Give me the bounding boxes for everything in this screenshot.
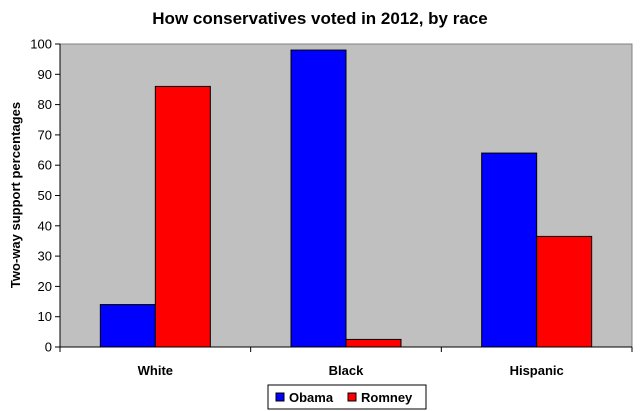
legend-swatch-obama [275,392,285,402]
y-axis: 0 10 20 30 40 50 60 70 80 90 100 [30,37,60,355]
y-tick-label: 70 [38,127,52,142]
y-tick-label: 60 [38,158,52,173]
y-tick-label: 20 [38,279,52,294]
x-category-label: White [138,363,173,378]
bar-obama-hispanic [481,152,538,348]
x-category-label: Black [329,363,364,378]
bar-obama-white [99,304,156,348]
legend-label-obama: Obama [289,390,334,405]
x-category-label: Hispanic [510,363,564,378]
legend-swatch-romney [347,392,357,402]
y-tick-label: 80 [38,97,52,112]
chart-title: How conservatives voted in 2012, by race [152,9,487,28]
bar-obama-black [290,49,347,348]
y-tick-label: 100 [30,37,52,52]
y-tick-label: 90 [38,67,52,82]
legend: Obama Romney [267,384,427,410]
y-tick-label: 50 [38,188,52,203]
y-tick-label: 10 [38,309,52,324]
bar-romney-black [345,338,402,348]
y-axis-title: Two-way support percentages [8,102,23,288]
bars [99,49,593,348]
bar-romney-hispanic [536,235,593,348]
bar-romney-white [154,85,211,348]
y-tick-label: 40 [38,218,52,233]
legend-box [267,384,427,410]
x-axis: White Black Hispanic [59,347,633,378]
y-tick-label: 0 [45,340,52,355]
y-tick-label: 30 [38,249,52,264]
legend-label-romney: Romney [361,390,413,405]
